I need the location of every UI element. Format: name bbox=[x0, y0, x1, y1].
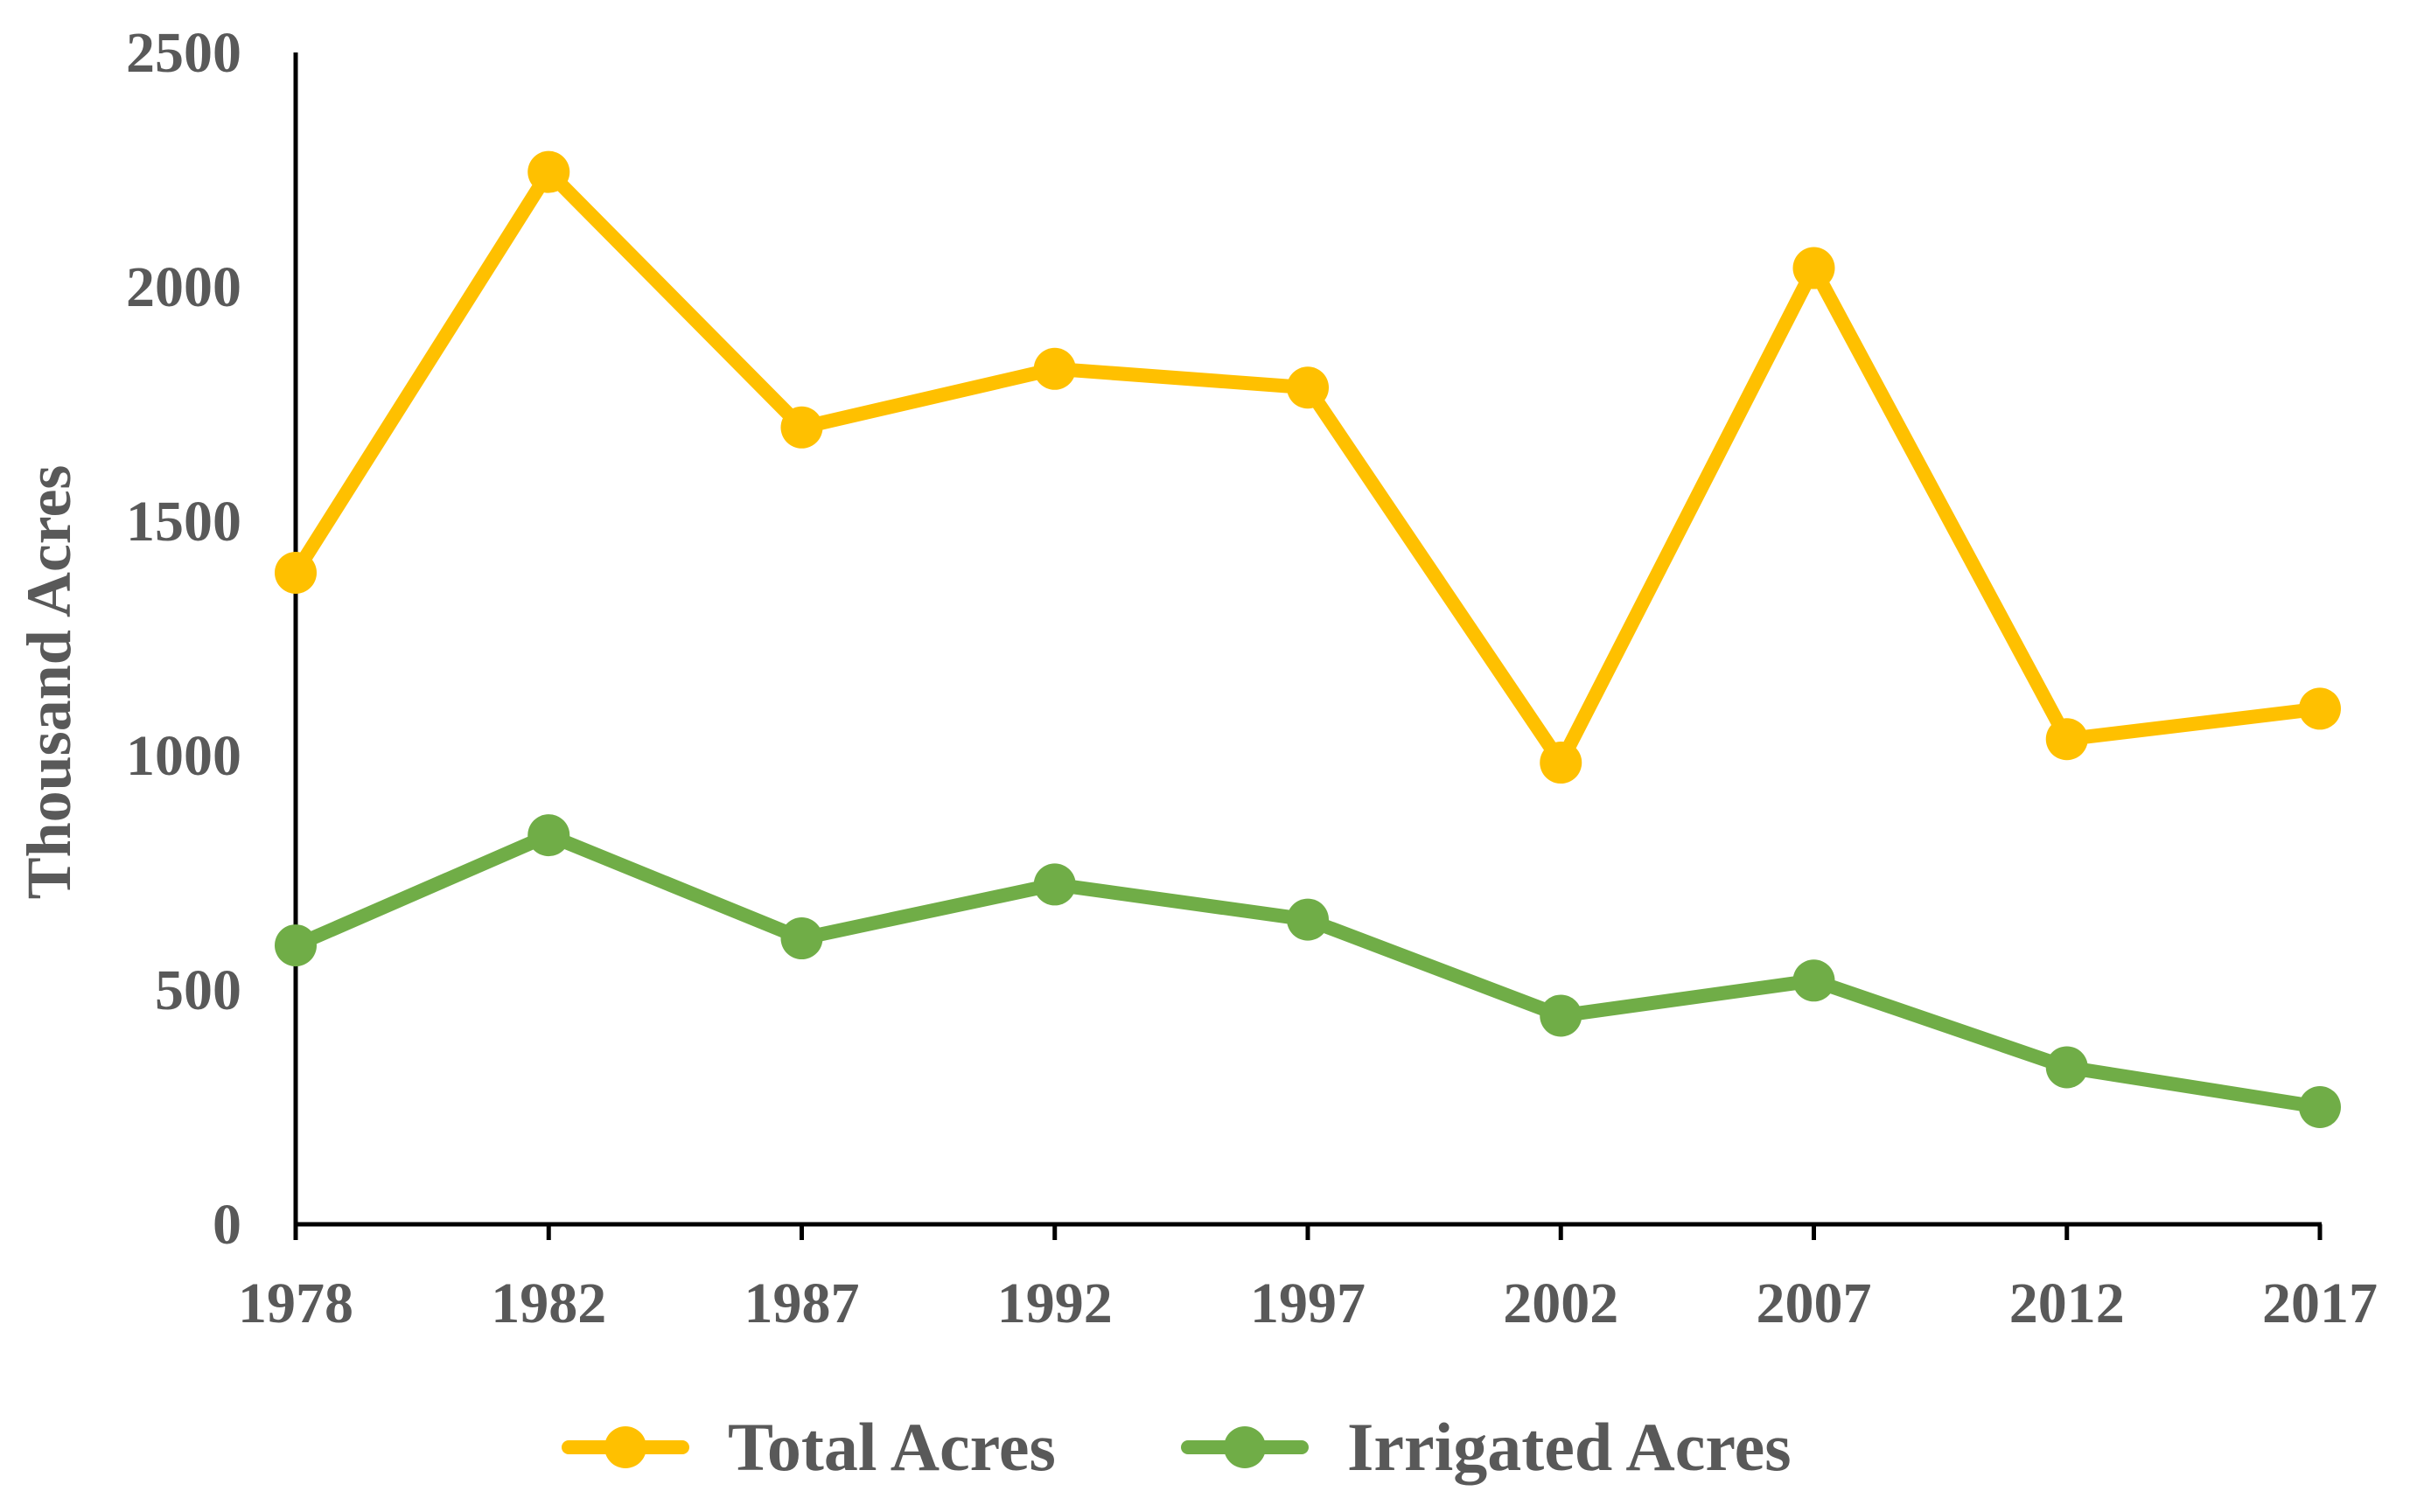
tick-marks bbox=[293, 1224, 2323, 1240]
data-point-total-acres-2017 bbox=[2299, 687, 2341, 730]
data-point-total-acres-1978 bbox=[275, 551, 317, 594]
y-tick-label-500: 500 bbox=[155, 958, 241, 1022]
data-point-irrigated-acres-1992 bbox=[1033, 863, 1076, 906]
y-tick-label-2000: 2000 bbox=[126, 255, 241, 319]
data-point-total-acres-2007 bbox=[1792, 247, 1835, 289]
x-tick-label-2002: 2002 bbox=[1503, 1272, 1618, 1335]
data-point-total-acres-1987 bbox=[780, 406, 823, 449]
x-tick-label-1997: 1997 bbox=[1250, 1272, 1366, 1335]
data-point-total-acres-1982 bbox=[527, 150, 570, 193]
series-total-acres bbox=[275, 150, 2341, 784]
y-tick-label-1000: 1000 bbox=[126, 724, 241, 788]
y-tick-labels: 0 500 1000 1500 2000 2500 bbox=[126, 21, 241, 1257]
data-point-total-acres-1992 bbox=[1033, 347, 1076, 390]
legend-label-total-acres: Total Acres bbox=[728, 1409, 1056, 1485]
legend-item-irrigated-acres: Irrigated Acres bbox=[1181, 1409, 1792, 1485]
data-point-irrigated-acres-2002 bbox=[1540, 994, 1582, 1037]
data-point-irrigated-acres-2012 bbox=[2045, 1046, 2088, 1089]
x-tick-label-1982: 1982 bbox=[491, 1272, 606, 1335]
data-point-irrigated-acres-1982 bbox=[527, 814, 570, 857]
series-line-total-acres bbox=[289, 164, 2327, 770]
series-layer bbox=[275, 150, 2341, 1128]
series-irrigated-acres bbox=[275, 814, 2341, 1128]
legend: Total Acres Irrigated Acres bbox=[562, 1409, 1792, 1485]
legend-label-irrigated-acres: Irrigated Acres bbox=[1347, 1409, 1792, 1485]
x-tick-label-2017: 2017 bbox=[2262, 1272, 2378, 1335]
data-point-irrigated-acres-2007 bbox=[1792, 959, 1835, 1002]
data-point-total-acres-2012 bbox=[2045, 718, 2088, 761]
data-point-irrigated-acres-2017 bbox=[2299, 1086, 2341, 1128]
legend-swatch-marker bbox=[1224, 1426, 1266, 1468]
y-axis-title: Thousand Acres bbox=[14, 465, 84, 900]
series-line-irrigated-acres bbox=[289, 828, 2327, 1114]
legend-swatch-marker bbox=[604, 1426, 646, 1468]
data-point-irrigated-acres-1997 bbox=[1287, 898, 1329, 941]
x-tick-label-1978: 1978 bbox=[238, 1272, 353, 1335]
data-point-irrigated-acres-1978 bbox=[275, 924, 317, 967]
data-point-irrigated-acres-1987 bbox=[780, 917, 823, 960]
data-point-total-acres-1997 bbox=[1287, 366, 1329, 409]
x-tick-label-1987: 1987 bbox=[744, 1272, 860, 1335]
data-point-total-acres-2002 bbox=[1540, 742, 1582, 784]
x-tick-labels: 1978 1982 1987 1992 1997 2002 2007 2012 2017 bbox=[238, 1272, 2378, 1335]
x-tick-label-2012: 2012 bbox=[2009, 1272, 2125, 1335]
legend-item-total-acres: Total Acres bbox=[562, 1409, 1056, 1485]
x-tick-label-1992: 1992 bbox=[997, 1272, 1113, 1335]
x-tick-label-2007: 2007 bbox=[1757, 1272, 1872, 1335]
y-tick-label-1500: 1500 bbox=[126, 490, 241, 554]
y-tick-label-0: 0 bbox=[213, 1193, 241, 1257]
y-tick-label-2500: 2500 bbox=[126, 21, 241, 85]
